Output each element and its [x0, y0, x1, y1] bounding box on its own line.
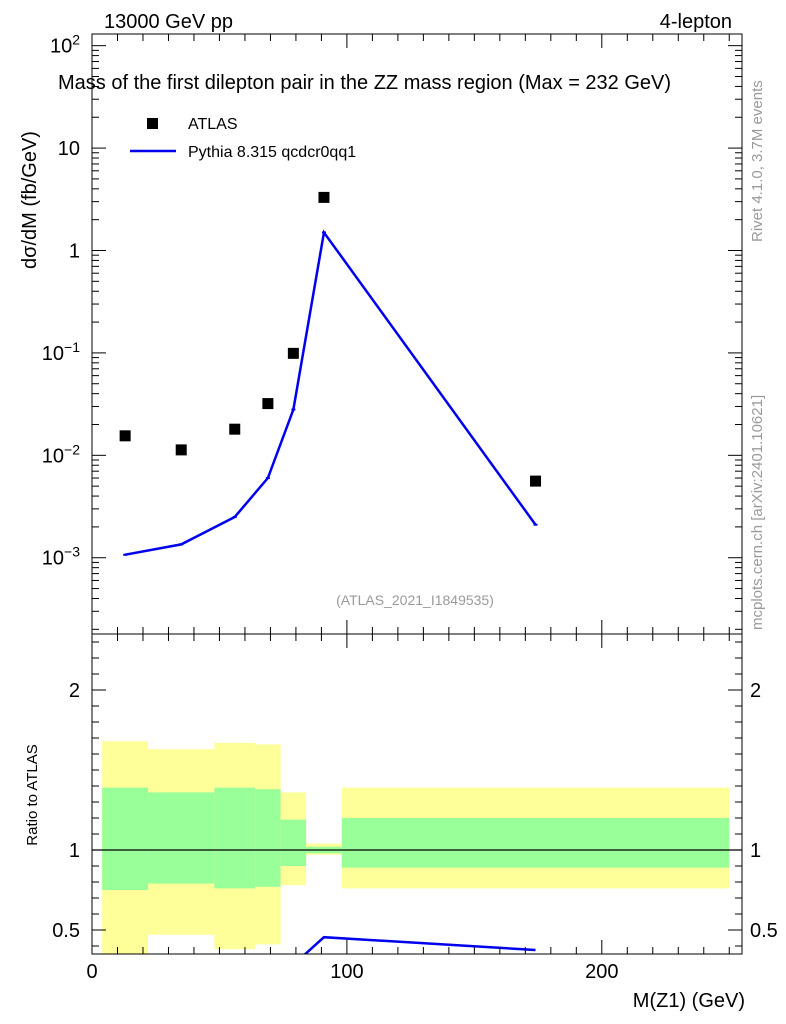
data-point-6 — [530, 475, 542, 487]
legend: ATLAS Pythia 8.315 qcdcr0qq1 — [130, 116, 356, 161]
plot-title: Mass of the first dilepton pair in the Z… — [58, 72, 671, 94]
x-tick-label: 100 — [330, 961, 363, 983]
ratio-band-inner-0 — [102, 787, 149, 890]
ratio-panel-frame — [91, 633, 743, 955]
rivet-label: Rivet 4.1.0, 3.7M events — [749, 80, 766, 242]
data-point-3 — [262, 398, 274, 410]
main-axis-ticks: 10−3 10−2 10−1 1 10 102 — [42, 32, 742, 634]
energy-label: 13000 GeV pp — [104, 11, 233, 33]
data-point-5 — [318, 191, 330, 203]
process-label: 4-lepton — [660, 11, 732, 33]
main-y-tick-label: 102 — [50, 32, 80, 58]
ratio-y-axis-label: Ratio to ATLAS — [24, 744, 41, 845]
main-y-tick-label: 10−2 — [42, 441, 80, 467]
ratio-band-inner-1 — [148, 792, 215, 884]
ratio-y-tick-label-right: 1 — [750, 840, 761, 862]
ratio-band-inner-2 — [214, 787, 256, 889]
legend-data-marker — [147, 118, 158, 129]
data-point-1 — [175, 444, 187, 456]
ratio-band-inner-4 — [280, 819, 307, 866]
ratio-y-tick-label-left: 0.5 — [52, 920, 80, 942]
data-point-0 — [119, 430, 131, 442]
analysis-watermark: (ATLAS_2021_I1849535) — [336, 592, 494, 608]
mc-line — [124, 229, 537, 556]
main-y-tick-label: 10−1 — [42, 339, 80, 365]
main-panel-content — [119, 191, 542, 556]
legend-data-label: ATLAS — [188, 116, 238, 133]
main-y-axis-label: dσ/dM (fb/GeV) — [19, 131, 41, 269]
ratio-y-tick-label-left: 1 — [69, 840, 80, 862]
ratio-y-tick-label-left: 2 — [69, 680, 80, 702]
ratio-band-inner-3 — [255, 789, 281, 887]
data-point-2 — [229, 423, 241, 435]
ratio-y-tick-label-right: 2 — [750, 680, 761, 702]
x-tick-label: 0 — [86, 961, 97, 983]
main-y-tick-label: 1 — [69, 240, 80, 262]
ratio-y-tick-label-right: 0.5 — [750, 920, 778, 942]
main-y-tick-label: 10−3 — [42, 544, 80, 570]
ratio-panel-content — [92, 741, 742, 954]
x-tick-label: 200 — [585, 961, 618, 983]
x-axis-label: M(Z1) (GeV) — [633, 990, 745, 1012]
ratio-axis-ticks: 0 100 200 0.5 0.5 1 1 2 2 — [52, 634, 778, 983]
mcplots-label: mcplots.cern.ch [arXiv:2401.10621] — [749, 395, 766, 630]
ratio-mc-line — [303, 935, 536, 954]
legend-mc-label: Pythia 8.315 qcdcr0qq1 — [188, 144, 356, 161]
main-y-tick-label: 10 — [58, 138, 80, 160]
data-point-4 — [287, 347, 299, 359]
ratio-band-inner-6 — [341, 818, 730, 868]
